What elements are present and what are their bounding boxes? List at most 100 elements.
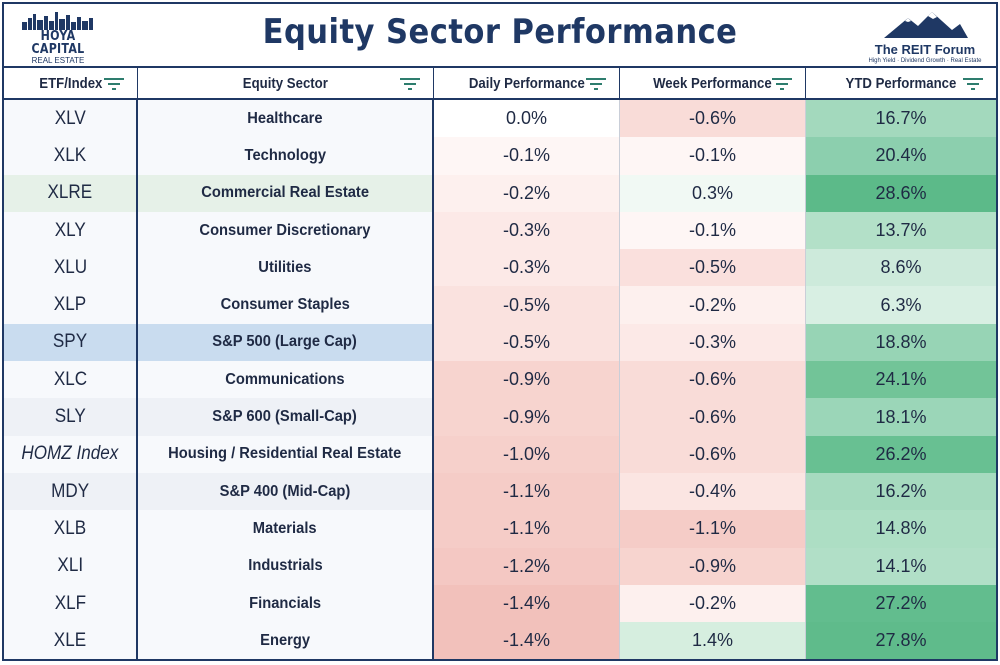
week-cell-text: -0.2% (688, 593, 737, 613)
ytd-cell: 27.2% (806, 584, 996, 623)
week-cell: -0.6% (620, 398, 806, 436)
sector-cell-text: Utilities (258, 258, 312, 276)
daily-cell: -0.9% (434, 398, 620, 436)
ytd-cell: 16.2% (806, 472, 996, 511)
sector-cell-text: Materials (253, 519, 317, 537)
week-cell-text: -0.9% (688, 555, 737, 576)
daily-cell: -0.5% (434, 286, 620, 324)
ticker-cell-text: XLP (53, 294, 87, 316)
week-cell-text: -0.4% (688, 481, 737, 502)
column-header-ytd[interactable]: YTD Performance (806, 68, 996, 98)
week-cell: -0.6% (620, 361, 806, 399)
daily-cell: -0.2% (434, 174, 620, 212)
week-cell: -0.6% (620, 435, 806, 473)
table-row[interactable]: XLE Energy -1.4% 1.4% 27.8% (4, 622, 996, 660)
ticker-cell: HOMZ Index (4, 435, 138, 473)
daily-cell: -1.4% (434, 622, 620, 660)
ticker-cell-text: XLB (53, 517, 87, 539)
ticker-cell: XLF (4, 584, 138, 623)
sector-cell-text: Housing / Residential Real Estate (168, 445, 402, 463)
week-cell: 0.3% (620, 174, 806, 212)
table-row[interactable]: SLY S&P 600 (Small-Cap) -0.9% -0.6% 18.1% (4, 398, 996, 436)
ticker-cell-text: XLU (53, 256, 87, 278)
daily-cell: -0.1% (434, 137, 620, 175)
ytd-cell: 27.8% (806, 622, 996, 660)
table-row[interactable]: XLK Technology -0.1% -0.1% 20.4% (4, 137, 996, 175)
table-row[interactable]: XLF Financials -1.4% -0.2% 27.2% (4, 584, 996, 623)
daily-cell: -0.5% (434, 323, 620, 362)
ticker-cell-text: XLV (54, 107, 86, 129)
ticker-cell-text: SPY (52, 331, 88, 353)
daily-cell-text: -0.5% (502, 331, 551, 352)
daily-cell-text: -0.2% (502, 182, 551, 203)
table-row[interactable]: XLB Materials -1.1% -1.1% 14.8% (4, 510, 996, 548)
daily-cell: -1.2% (434, 547, 620, 585)
filter-icon[interactable] (399, 76, 421, 92)
ticker-cell-text: XLF (54, 592, 86, 614)
ytd-cell-text: 27.8% (875, 630, 927, 651)
sector-cell-text: S&P 600 (Small-Cap) (212, 408, 358, 426)
week-cell-text: 0.3% (691, 182, 734, 203)
column-header-week[interactable]: Week Performance (620, 68, 806, 98)
page-title: Equity Sector Performance (262, 12, 738, 52)
ytd-cell-text: 26.2% (875, 443, 927, 464)
week-cell-text: -0.5% (688, 257, 737, 278)
table-row[interactable]: XLY Consumer Discretionary -0.3% -0.1% 13.7% (4, 211, 996, 250)
ytd-cell: 13.7% (806, 211, 996, 250)
column-header-daily[interactable]: Daily Performance (434, 68, 620, 98)
header-bar: HOYA CAPITAL REAL ESTATE Equity Sector P… (4, 4, 996, 68)
table-row[interactable]: HOMZ Index Housing / Residential Real Est… (4, 435, 996, 473)
table-row[interactable]: XLU Utilities -0.3% -0.5% 8.6% (4, 249, 996, 287)
table-row[interactable]: XLP Consumer Staples -0.5% -0.2% 6.3% (4, 286, 996, 324)
week-cell: -0.3% (620, 323, 806, 362)
week-cell-text: -0.6% (688, 369, 737, 390)
column-header-sector[interactable]: Equity Sector (138, 68, 434, 98)
ticker-cell: SLY (4, 398, 138, 436)
ytd-cell-text: 16.2% (875, 481, 927, 502)
table-row[interactable]: XLV Healthcare 0.0% -0.6% 16.7% (4, 100, 996, 138)
sector-cell: Industrials (138, 547, 434, 585)
daily-cell: -0.3% (434, 249, 620, 287)
daily-cell-text: -0.3% (502, 257, 551, 278)
sector-cell-text: S&P 500 (Large Cap) (212, 333, 358, 351)
filter-icon[interactable] (103, 76, 125, 92)
filter-icon[interactable] (771, 76, 793, 92)
ticker-cell: SPY (4, 323, 138, 362)
daily-cell-text: -1.1% (502, 481, 551, 502)
ticker-cell-text: SLY (54, 406, 86, 428)
daily-cell-text: -0.3% (502, 220, 551, 241)
sector-cell-text: Commercial Real Estate (201, 184, 369, 202)
daily-cell: -0.9% (434, 361, 620, 399)
ytd-cell-text: 28.6% (875, 182, 927, 203)
ticker-cell: XLV (4, 100, 138, 138)
ticker-cell-text: MDY (50, 480, 89, 502)
ticker-cell-text: XLI (57, 555, 83, 577)
table-row[interactable]: MDY S&P 400 (Mid-Cap) -1.1% -0.4% 16.2% (4, 472, 996, 511)
column-header-etf[interactable]: ETF/Index (4, 68, 138, 98)
daily-cell: -1.1% (434, 472, 620, 511)
sector-cell-text: Healthcare (247, 109, 323, 127)
table-body: XLV Healthcare 0.0% -0.6% 16.7% XLK Technology… (4, 100, 996, 660)
filter-icon[interactable] (585, 76, 607, 92)
sector-cell: Consumer Staples (138, 286, 434, 324)
table-row[interactable]: XLC Communications -0.9% -0.6% 24.1% (4, 361, 996, 399)
week-cell: -0.5% (620, 249, 806, 287)
week-cell: -0.4% (620, 472, 806, 511)
sector-cell-text: S&P 400 (Mid-Cap) (219, 482, 351, 500)
week-cell: -0.1% (620, 137, 806, 175)
week-cell: -1.1% (620, 510, 806, 548)
filter-icon[interactable] (962, 76, 984, 92)
week-cell: -0.2% (620, 584, 806, 623)
sector-cell-text: Consumer Staples (220, 296, 350, 314)
week-cell-text: -1.1% (688, 518, 737, 539)
week-cell-text: -0.1% (688, 145, 737, 166)
table-row[interactable]: SPY S&P 500 (Large Cap) -0.5% -0.3% 18.8% (4, 323, 996, 362)
table-row[interactable]: XLRE Commercial Real Estate -0.2% 0.3% 28.6% (4, 174, 996, 212)
ticker-cell-text: XLC (53, 368, 87, 390)
ytd-cell-text: 20.4% (875, 145, 927, 166)
week-cell-text: -0.6% (688, 108, 737, 129)
week-cell-text: -0.6% (688, 443, 737, 464)
table-row[interactable]: XLI Industrials -1.2% -0.9% 14.1% (4, 547, 996, 585)
week-cell: -0.9% (620, 547, 806, 585)
ticker-cell: XLRE (4, 174, 138, 212)
